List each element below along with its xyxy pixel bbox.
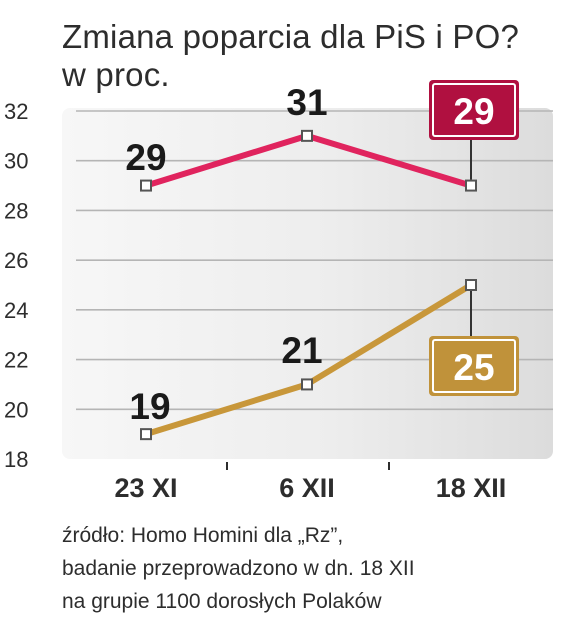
x-tick-label: 23 XI (114, 473, 177, 503)
y-tick-label: 30 (4, 149, 28, 174)
y-tick-label: 24 (4, 298, 28, 323)
chart-title: Zmiana poparcia dla PiS i PO? w proc. (62, 18, 519, 94)
y-tick-label: 26 (4, 248, 28, 273)
value-badge (429, 80, 519, 140)
data-point-marker (140, 428, 152, 441)
source-line-3: na grupie 1100 dorosłych Polaków (62, 590, 382, 613)
y-tick-label: 28 (4, 198, 28, 223)
data-label: 19 (129, 386, 170, 427)
data-label: 29 (125, 137, 166, 178)
chart-title-line-1: Zmiana poparcia dla PiS i PO? (62, 18, 520, 55)
data-label: 31 (286, 82, 327, 123)
data-point-marker (140, 179, 152, 192)
y-tick-label: 32 (4, 99, 28, 124)
x-tick-label: 18 XII (436, 473, 507, 503)
data-point-marker (301, 129, 313, 142)
y-tick-label: 18 (4, 447, 28, 472)
value-badge-border (432, 83, 516, 137)
source-line-1: źródło: Homo Homini dla „Rz”, (62, 524, 344, 547)
y-tick-label: 20 (4, 397, 28, 422)
data-point-marker (301, 378, 313, 391)
source-note: źródło: Homo Homini dla „Rz”, badanie pr… (62, 519, 415, 618)
value-badge-label: 29 (453, 91, 494, 132)
data-label: 21 (281, 330, 322, 371)
y-tick-label: 22 (4, 348, 28, 373)
value-badge-label: 25 (453, 347, 494, 388)
value-badge-border (432, 339, 516, 393)
x-tick-label: 6 XII (279, 473, 335, 503)
data-point-marker (465, 279, 477, 291)
chart-title-line-2: w proc. (62, 56, 170, 93)
data-point-marker (465, 179, 477, 192)
value-badge (429, 336, 519, 396)
source-line-2: badanie przeprowadzono w dn. 18 XII (62, 557, 415, 580)
